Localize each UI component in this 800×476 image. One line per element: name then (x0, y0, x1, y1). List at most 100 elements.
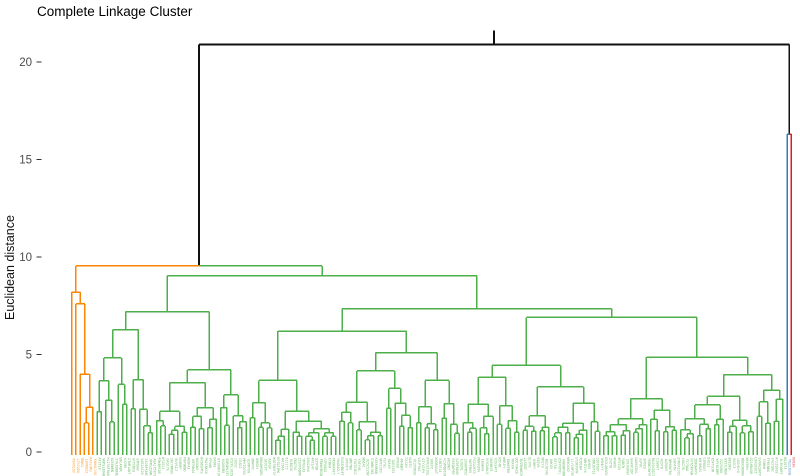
y-tick-label: 5 (26, 350, 32, 362)
leaf-label: R45GW3 (195, 458, 199, 470)
leaf-label: D683H (792, 457, 796, 467)
leaf-label: Q71DN971R (217, 458, 221, 476)
leaf-label: Y64DACLY (336, 458, 340, 474)
leaf-label: 2225XND (719, 459, 723, 473)
chart-title: Complete Linkage Cluster (37, 4, 193, 19)
leaf-label: PW2CNKSU (204, 458, 208, 474)
leaf-label: 7U8WN (762, 459, 766, 469)
leaf-label: AG9QUV (664, 459, 668, 471)
leaf-label: RGJ073 (783, 457, 787, 469)
leaf-label: EG9ZHBDFT (340, 457, 344, 475)
leaf-label: 83Q12 (706, 457, 710, 467)
leaf-label: G21MR4Q8 (749, 458, 753, 474)
leaf-label: 53B7E14 (438, 458, 442, 472)
leaf-label: 4YPCME0 (131, 458, 135, 472)
leaf-label: LTSCQDQ (76, 458, 80, 472)
leaf-label: AT2TLK (97, 457, 101, 470)
y-axis-ticks: 0 5 10 15 20 (19, 57, 42, 459)
leaf-label: KL23XF8U6 (106, 457, 110, 475)
leaf-label: T3FR0X7 (702, 457, 706, 471)
leaf-label: SAD09ZKG (634, 457, 638, 473)
leaf-label: 7X1XH (404, 457, 408, 467)
dendrogram-branches (70, 30, 793, 455)
leaf-label: U02HSYG (736, 458, 740, 472)
leaf-label: U2KRYUN (246, 459, 250, 473)
leaf-label: WDDRQSUT (434, 458, 438, 474)
leaf-label: T622JEKB (787, 459, 791, 475)
leaf-label: XC2PDN9X (412, 459, 416, 476)
leaf-label: 0HT9W44 (191, 459, 195, 473)
leaf-label: QJ5PDB (315, 458, 319, 470)
leaf-label: MD0WXAT7 (332, 458, 336, 474)
leaf-label: BQ2J6Y4E (545, 459, 549, 475)
leaf-label: 01BG3G (289, 459, 293, 471)
leaf-label: RA7LVRU (89, 457, 93, 471)
leaf-label: G4AVF2DP (630, 458, 634, 474)
leaf-label: MU45L02 (72, 459, 76, 473)
leaf-label: ENH4L1VG (93, 459, 97, 475)
leaf-label: BV0ZA (643, 459, 647, 469)
leaf-label: LWKX5 (549, 459, 553, 469)
leaf-label: FR6W5NSQW (319, 459, 323, 476)
leaf-label: MJDCB4 (579, 458, 583, 470)
leaf-label: 15SNY60MN (297, 457, 301, 475)
leaf-label: 6VMKY (532, 459, 536, 469)
leaf-label: 27GJQN89U (114, 458, 118, 476)
leaf-label: GTYV2FH (421, 458, 425, 472)
leaf-label: N86K9R884 (740, 458, 744, 476)
leaf-label: EVNAUSWTP (758, 458, 762, 476)
leaf-label: TBWG1 (80, 457, 84, 467)
leaf-label: K2ES4PJ (493, 458, 497, 472)
leaf-label: ST2W3VPW (574, 457, 578, 474)
leaf-label: XVKUS22GL (425, 457, 429, 475)
leaf-label: QMH4WYRA (668, 459, 672, 475)
y-tick-label: 20 (19, 57, 32, 69)
leaf-label: YB3X9 (387, 458, 391, 468)
leaf-label: Y9FYH5 (357, 458, 361, 470)
leaf-label: 10QT62K (596, 457, 600, 472)
leaf-label: 2LXDQT (523, 458, 527, 470)
leaf-label: KJ2HD (123, 458, 127, 468)
leaf-label: 1ND9BV5 (489, 457, 493, 471)
leaf-label: E95QWP89 (451, 458, 455, 474)
y-tick-label: 15 (19, 155, 32, 167)
leaf-label: PSYG1 (383, 458, 387, 468)
leaf-label: 0SD0EB0 (221, 459, 225, 473)
y-tick-label: 10 (19, 252, 32, 264)
leaf-label: KYBKH (327, 458, 331, 468)
leaf-label: 06Z0R5 (447, 458, 451, 470)
leaf-label: WQD7BNY3Y (272, 457, 276, 475)
leaf-label: BVZRHWE2K (519, 459, 523, 476)
leaf-label: CEAE2 (238, 458, 242, 468)
leaf-label: E42CQNC (770, 458, 774, 472)
leaf-label: NZVY8 (660, 459, 664, 469)
leaf-label: MMYZQ7US (242, 459, 246, 475)
leaf-label: F8F9BBD (182, 457, 186, 471)
leaf-label: 4RCLH7 (310, 458, 314, 470)
leaf-label: GMKTBK (349, 458, 353, 471)
leaf-label: VY0ZANLX (485, 458, 489, 475)
leaf-label: 95QV9 (536, 457, 540, 467)
leaf-label: VJUP94C (417, 457, 421, 471)
leaf-label: HY2ZSDE8 (775, 457, 779, 473)
leaf-label: WY201J (161, 457, 165, 469)
leaf-label: FP8SNBG (766, 458, 770, 472)
leaf-label: E0GW3A (481, 459, 485, 471)
leaf-label: A361M (268, 458, 272, 468)
leaf-label: YM7UEA3 (302, 458, 306, 472)
leaf-label: GJ0FR6HV (455, 459, 459, 475)
leaf-label: K5CFL16Z9 (229, 458, 233, 476)
leaf-label: BVVSZJ (174, 459, 178, 471)
leaf-label: G9SLQRGGV (604, 457, 608, 475)
leaf-label: 2YRKFZJCK (677, 457, 681, 476)
leaf-label: KMHPPC (251, 458, 255, 470)
leaf-label: 11YSHF7EP (570, 459, 574, 476)
leaf-label: X6V50H (745, 457, 749, 469)
leaf-label: QTMSW3 (136, 458, 140, 470)
y-tick-label: 0 (26, 447, 32, 459)
leaf-label: YZPX8QZ (323, 458, 327, 472)
leaf-label: GLBTU (408, 457, 412, 467)
leaf-label: AFHKN (613, 457, 617, 467)
leaf-label: WNMLLB9HE (102, 458, 106, 476)
